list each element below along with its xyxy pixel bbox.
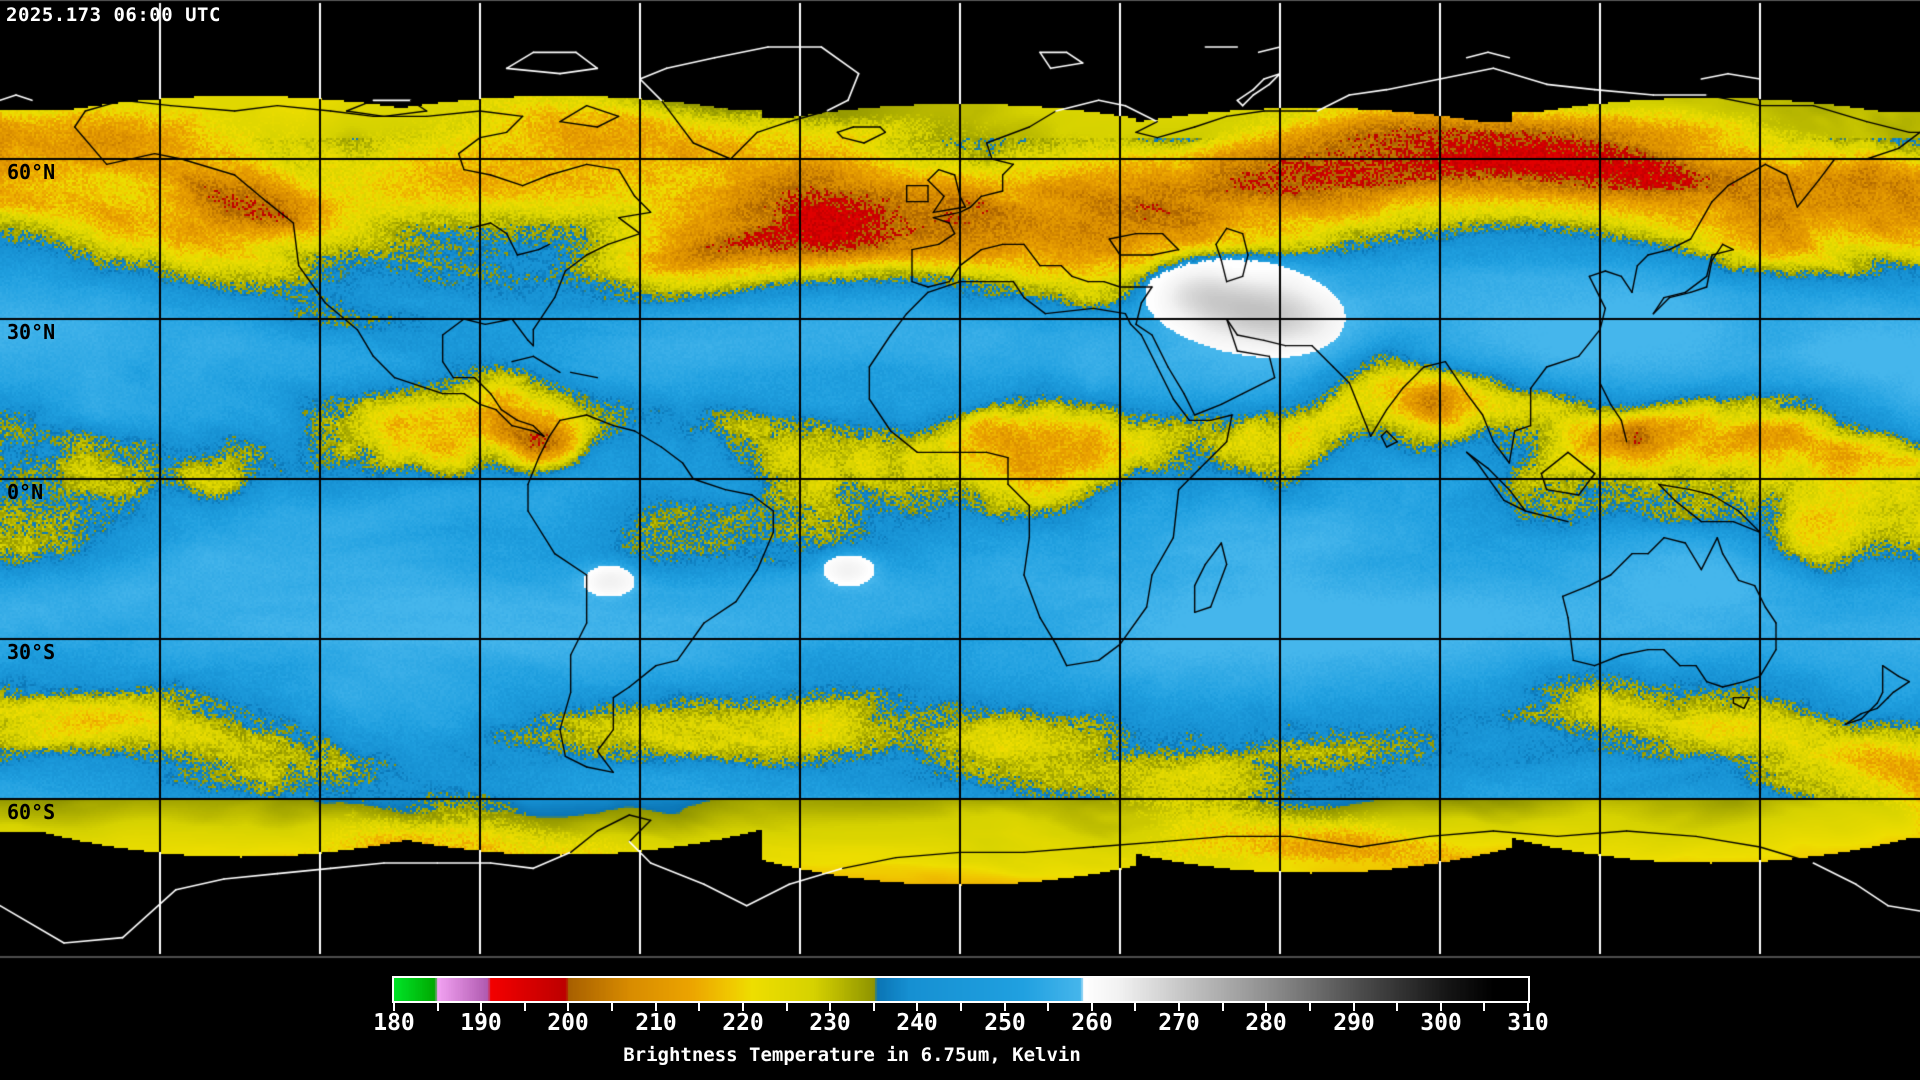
- colorbar-label: 220: [722, 1010, 764, 1036]
- colorbar-tick: [655, 1003, 657, 1011]
- colorbar-label: 280: [1245, 1010, 1287, 1036]
- colorbar-label: 260: [1071, 1010, 1113, 1036]
- colorbar-tick: [1134, 1003, 1136, 1011]
- lat-label: 30°N: [7, 320, 56, 344]
- colorbar-tick: [873, 1003, 875, 1011]
- colorbar-tick: [1440, 1003, 1442, 1011]
- colorbar-tick: [437, 1003, 439, 1011]
- colorbar-tick: [1047, 1003, 1049, 1011]
- lat-label: 60°N: [7, 160, 56, 184]
- colorbar-tick: [393, 1003, 395, 1011]
- colorbar-tick: [1353, 1003, 1355, 1011]
- colorbar-tick: [1396, 1003, 1398, 1011]
- colorbar-tick: [524, 1003, 526, 1011]
- lat-label: 30°S: [7, 640, 56, 664]
- colorbar: [392, 976, 1530, 1003]
- colorbar-tick: [1265, 1003, 1267, 1011]
- colorbar-caption: Brightness Temperature in 6.75um, Kelvin: [623, 1044, 1081, 1066]
- colorbar-tick: [1004, 1003, 1006, 1011]
- colorbar-tick: [742, 1003, 744, 1011]
- colorbar-label: 310: [1507, 1010, 1549, 1036]
- colorbar-tick: [916, 1003, 918, 1011]
- colorbar-gradient-canvas: [394, 978, 1528, 1001]
- timestamp: 2025.173 06:00 UTC: [6, 4, 221, 26]
- lat-label: 60°S: [7, 800, 56, 824]
- colorbar-tick: [480, 1003, 482, 1011]
- colorbar-tick: [698, 1003, 700, 1011]
- colorbar-tick: [960, 1003, 962, 1011]
- colorbar-tick: [1309, 1003, 1311, 1011]
- colorbar-label: 230: [809, 1010, 851, 1036]
- colorbar-label: 180: [373, 1010, 415, 1036]
- lat-label: 0°N: [7, 480, 44, 504]
- colorbar-label: 190: [460, 1010, 502, 1036]
- colorbar-label: 250: [984, 1010, 1026, 1036]
- colorbar-tick: [567, 1003, 569, 1011]
- colorbar-tick: [1527, 1003, 1529, 1011]
- colorbar-tick: [1091, 1003, 1093, 1011]
- colorbar-tick: [1178, 1003, 1180, 1011]
- colorbar-label: 290: [1333, 1010, 1375, 1036]
- colorbar-tick: [1222, 1003, 1224, 1011]
- colorbar-label: 240: [896, 1010, 938, 1036]
- colorbar-tick: [1483, 1003, 1485, 1011]
- colorbar-tick: [829, 1003, 831, 1011]
- colorbar-label: 210: [635, 1010, 677, 1036]
- colorbar-tick: [611, 1003, 613, 1011]
- colorbar-label: 270: [1158, 1010, 1200, 1036]
- colorbar-label: 200: [547, 1010, 589, 1036]
- colorbar-label: 300: [1420, 1010, 1462, 1036]
- colorbar-tick: [786, 1003, 788, 1011]
